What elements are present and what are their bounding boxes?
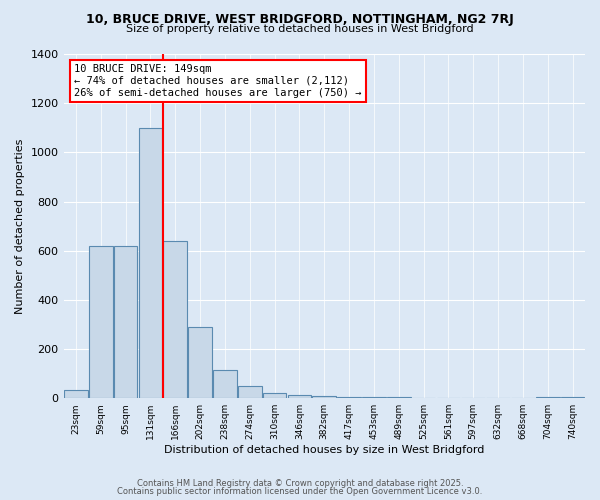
Bar <box>263 394 286 398</box>
Bar <box>163 241 187 398</box>
Text: Contains public sector information licensed under the Open Government Licence v3: Contains public sector information licen… <box>118 487 482 496</box>
Bar <box>362 397 386 398</box>
Bar <box>561 397 584 398</box>
X-axis label: Distribution of detached houses by size in West Bridgford: Distribution of detached houses by size … <box>164 445 484 455</box>
Bar <box>238 386 262 398</box>
Bar <box>139 128 162 398</box>
Text: 10 BRUCE DRIVE: 149sqm
← 74% of detached houses are smaller (2,112)
26% of semi-: 10 BRUCE DRIVE: 149sqm ← 74% of detached… <box>74 64 361 98</box>
Bar <box>64 390 88 398</box>
Bar <box>337 397 361 398</box>
Text: Contains HM Land Registry data © Crown copyright and database right 2025.: Contains HM Land Registry data © Crown c… <box>137 478 463 488</box>
Y-axis label: Number of detached properties: Number of detached properties <box>15 138 25 314</box>
Bar <box>188 327 212 398</box>
Bar <box>89 246 113 398</box>
Text: 10, BRUCE DRIVE, WEST BRIDGFORD, NOTTINGHAM, NG2 7RJ: 10, BRUCE DRIVE, WEST BRIDGFORD, NOTTING… <box>86 12 514 26</box>
Text: Size of property relative to detached houses in West Bridgford: Size of property relative to detached ho… <box>126 24 474 34</box>
Bar <box>313 396 336 398</box>
Bar <box>114 246 137 398</box>
Bar <box>536 397 560 398</box>
Bar <box>287 394 311 398</box>
Bar <box>213 370 237 398</box>
